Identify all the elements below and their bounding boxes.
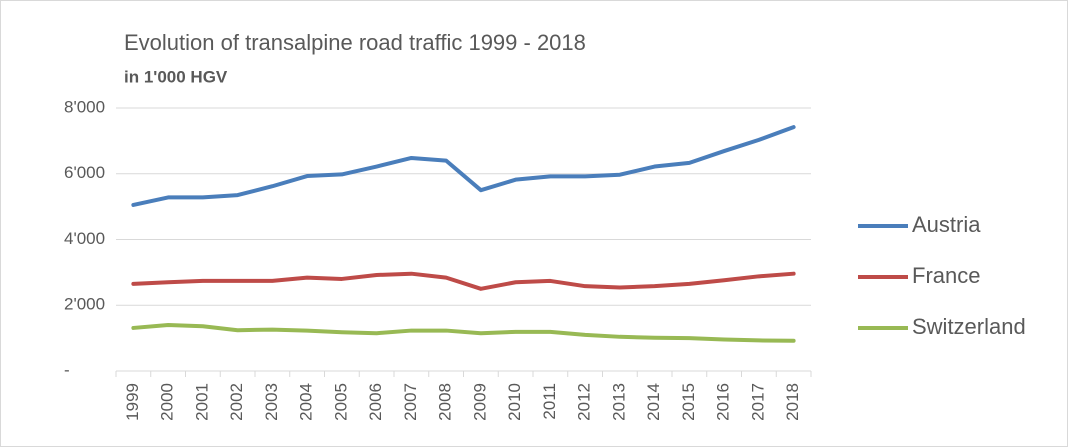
x-tick-label: 2016 (714, 383, 733, 421)
x-tick-label: 2013 (609, 383, 628, 421)
x-tick-label: 2010 (505, 383, 524, 421)
x-tick-label: 2001 (192, 383, 211, 421)
y-tick-label: 2'000 (64, 295, 105, 314)
x-tick-label: 2017 (748, 383, 767, 421)
x-tick-label: 2011 (540, 383, 559, 420)
legend-label: Austria (912, 212, 981, 237)
x-tick-label: 2000 (158, 383, 177, 421)
x-tick-label: 2004 (297, 383, 316, 421)
series-line (131, 125, 796, 207)
y-tick-label: 8'000 (64, 97, 105, 116)
legend-label: Switzerland (912, 314, 1026, 339)
x-tick-label: 2007 (401, 383, 420, 421)
series-line (131, 322, 796, 343)
legend-label: France (912, 263, 980, 288)
y-tick-label: 6'000 (64, 163, 105, 182)
x-tick-label: 2008 (436, 383, 455, 421)
series-line (131, 271, 796, 291)
y-tick-label: 4'000 (64, 229, 105, 248)
x-tick-label: 2005 (331, 383, 350, 421)
x-tick-label: 2009 (470, 383, 489, 421)
x-tick-label: 2014 (644, 383, 663, 421)
x-tick-label: 2012 (575, 383, 594, 421)
x-tick-label: 2002 (227, 383, 246, 421)
x-tick-label: 2006 (366, 383, 385, 421)
chart-title: Evolution of transalpine road traffic 19… (124, 30, 586, 55)
x-tick-label: 1999 (123, 383, 142, 421)
y-tick-label: - (64, 360, 70, 379)
chart-subtitle: in 1'000 HGV (124, 67, 228, 86)
x-tick-label: 2018 (783, 383, 802, 421)
x-tick-label: 2003 (262, 383, 281, 421)
x-tick-label: 2015 (679, 383, 698, 421)
